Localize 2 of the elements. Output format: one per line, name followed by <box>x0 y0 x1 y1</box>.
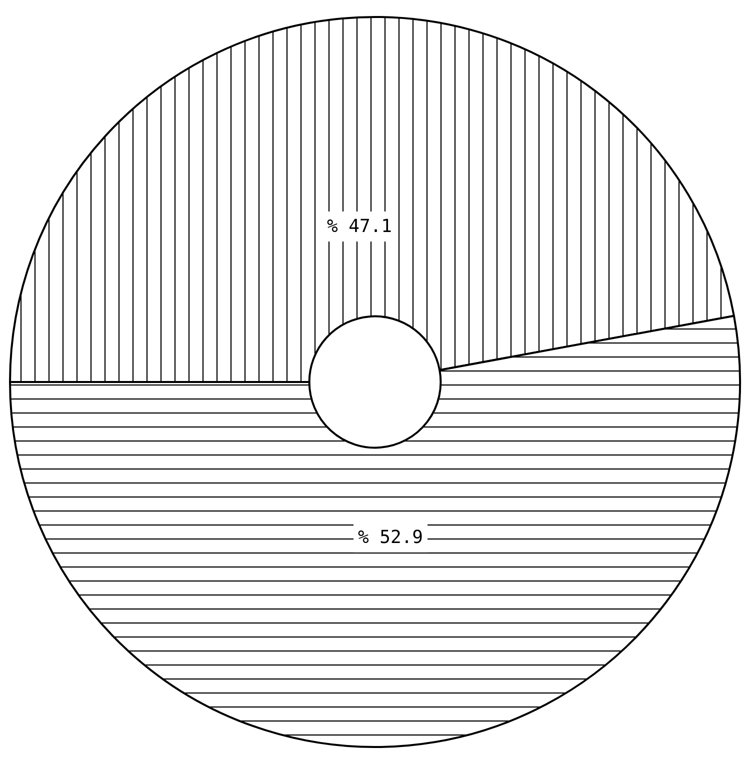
data-label: % 52.9 <box>358 527 424 548</box>
data-label: % 47.1 <box>327 216 392 237</box>
